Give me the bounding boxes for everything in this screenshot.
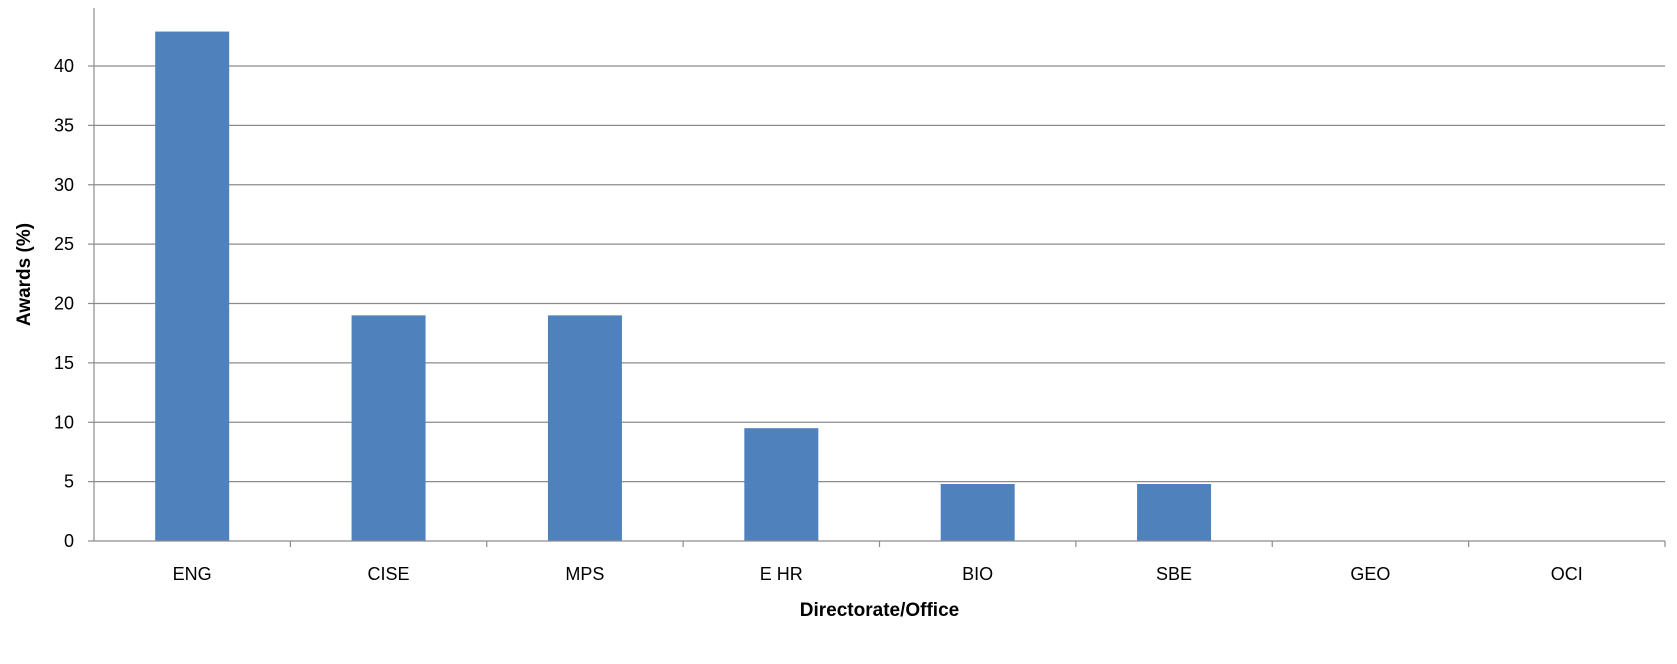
y-tick-label: 40 — [54, 56, 74, 76]
bar-eng — [155, 31, 230, 541]
x-tick-label: BIO — [962, 564, 993, 584]
x-axis-title: Directorate/Office — [800, 600, 959, 621]
x-tick-label: SBE — [1156, 564, 1192, 584]
bar-e-hr — [744, 428, 819, 541]
y-tick-label: 0 — [64, 531, 74, 551]
x-tick-labels: ENG CISE MPS E HR BIO SBE GEO OCI — [173, 541, 1666, 584]
y-tick-label: 35 — [54, 115, 74, 135]
x-tick-label: CISE — [368, 564, 410, 584]
x-tick-label: E HR — [760, 564, 803, 584]
y-tick-label: 10 — [54, 412, 74, 432]
axes — [93, 8, 1665, 542]
y-tick-labels: 0 5 10 15 20 25 30 35 40 — [54, 56, 94, 551]
bar-mps — [547, 315, 622, 541]
bars — [155, 31, 1212, 541]
gridlines — [94, 65, 1665, 483]
x-tick-label: ENG — [173, 564, 212, 584]
x-tick-label: GEO — [1350, 564, 1390, 584]
y-tick-label: 5 — [64, 472, 74, 492]
y-tick-label: 15 — [54, 353, 74, 373]
y-tick-label: 20 — [54, 294, 74, 314]
y-tick-label: 25 — [54, 234, 74, 254]
bar-cise — [351, 315, 426, 541]
x-tick-label: MPS — [565, 564, 604, 584]
bar-bio — [940, 484, 1015, 541]
y-tick-label: 30 — [54, 175, 74, 195]
y-axis-title: Awards (%) — [14, 223, 35, 326]
x-tick-label: OCI — [1551, 564, 1583, 584]
bar-sbe — [1137, 484, 1212, 541]
